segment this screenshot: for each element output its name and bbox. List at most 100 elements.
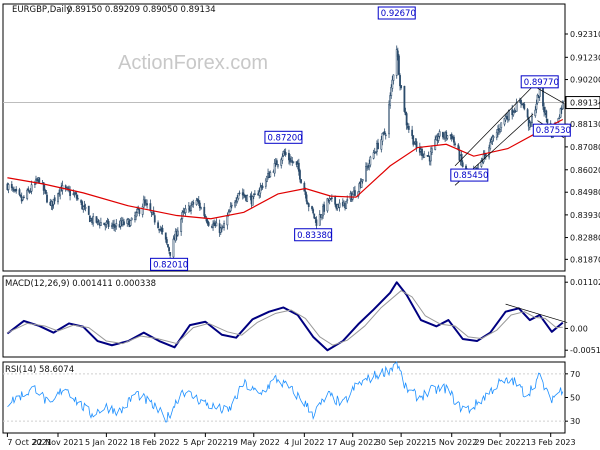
candle [398, 53, 400, 76]
candle [83, 200, 86, 211]
price-tick-label: 0.83930 [570, 211, 600, 220]
x-tick-label: 5 Apr 2022 [183, 438, 227, 447]
candle [134, 211, 136, 223]
candle [318, 210, 321, 226]
candle [434, 135, 437, 151]
candle [164, 232, 167, 243]
pane-main [2, 3, 566, 272]
candle [172, 235, 175, 259]
candle [264, 177, 267, 189]
candle [36, 178, 38, 183]
candle [281, 153, 284, 164]
svg-text:0.82010: 0.82010 [153, 260, 188, 270]
candle [153, 213, 156, 225]
candle [204, 214, 207, 218]
candle [110, 222, 113, 229]
macd-tick-label: 0.00 [570, 324, 588, 333]
candle [334, 195, 337, 207]
candle [266, 175, 268, 183]
candle [52, 198, 55, 209]
x-tick-label: 30 Sep 2022 [376, 438, 427, 447]
candle [489, 138, 492, 151]
candle [354, 185, 356, 197]
candle [389, 92, 392, 109]
candle [313, 213, 316, 220]
candle [192, 199, 195, 208]
candle [277, 164, 279, 169]
macd-series-trend-line [505, 303, 568, 323]
candle [405, 111, 408, 130]
candle [242, 189, 245, 199]
candle [491, 134, 494, 145]
candle [515, 98, 518, 112]
price-callout: 0.83380 [294, 228, 332, 242]
candle [300, 179, 302, 185]
candle [561, 100, 564, 110]
candle [130, 217, 133, 221]
candle [307, 202, 310, 212]
candle [521, 103, 524, 106]
price-tick-label: 0.90200 [570, 76, 600, 85]
candle [22, 195, 25, 199]
price-tick-label: 0.87080 [570, 143, 600, 152]
candle [304, 187, 307, 199]
candle [236, 195, 239, 204]
candle [523, 102, 526, 111]
candle [135, 211, 137, 221]
candle [184, 204, 187, 216]
candle [126, 217, 129, 227]
candle [229, 202, 232, 213]
candle [306, 200, 309, 205]
candle [315, 216, 318, 229]
candle [412, 135, 415, 147]
candle [431, 145, 433, 156]
candle [43, 184, 46, 194]
candle [19, 194, 22, 198]
candle [168, 246, 170, 254]
candle [143, 196, 146, 206]
candle [129, 219, 132, 227]
candle [482, 150, 485, 165]
candle [390, 84, 393, 99]
candle [413, 141, 416, 145]
svg-text:0.87200: 0.87200 [267, 133, 302, 143]
candle [559, 107, 562, 118]
candle [535, 99, 538, 114]
candle [87, 205, 90, 216]
candle [230, 202, 233, 209]
x-tick-label: 4 Jul 2022 [284, 438, 324, 447]
svg-text:0.92670: 0.92670 [381, 9, 416, 19]
candle [195, 197, 198, 206]
candle [251, 195, 254, 206]
candle [21, 196, 24, 202]
candle [445, 130, 448, 141]
price-tick-label: 0.84980 [570, 188, 600, 197]
candle [407, 123, 410, 133]
candle [442, 131, 444, 140]
x-tick-label: 29 Dec 2022 [475, 438, 526, 447]
candle [326, 197, 329, 213]
candle [328, 195, 331, 205]
candle [323, 201, 326, 215]
candle [361, 179, 364, 184]
candle [197, 196, 200, 207]
candle [206, 218, 209, 226]
candle [321, 214, 323, 221]
candle [64, 184, 67, 192]
candle [84, 203, 87, 212]
candle [123, 218, 125, 226]
candle [46, 192, 48, 204]
candle [365, 162, 367, 183]
candle [69, 186, 71, 201]
macd-tick-label: 0.011023 [570, 278, 600, 287]
candle [403, 85, 406, 113]
candle [437, 132, 440, 143]
pane-rsi [2, 361, 566, 434]
candle [259, 182, 262, 198]
candle [220, 224, 223, 233]
candle [297, 158, 300, 176]
candle [311, 205, 313, 211]
candle [421, 147, 423, 161]
candle [381, 132, 384, 146]
candle [176, 227, 179, 237]
